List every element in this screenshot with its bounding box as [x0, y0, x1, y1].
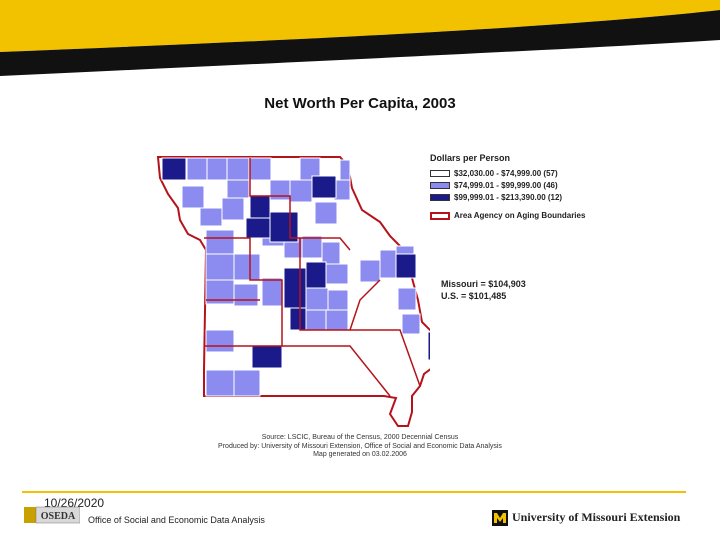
legend-label: $74,999.01 - $99,999.00 (46) — [454, 181, 558, 190]
missouri-county-map — [156, 156, 430, 427]
oseda-logo-text: OSEDA — [41, 511, 76, 522]
map-credits: Source: LSCIC, Bureau of the Census, 200… — [200, 434, 520, 460]
legend-label: $32,030.00 - $74,999.00 (57) — [454, 169, 558, 178]
legend-item: $99,999.01 - $213,390.00 (12) — [430, 192, 630, 203]
legend-swatch-low — [430, 170, 450, 177]
footer-divider — [22, 491, 686, 493]
banner-black-swoosh — [0, 10, 720, 76]
university-name: University of Missouri Extension — [512, 510, 681, 524]
credits-produced: Produced by: University of Missouri Exte… — [218, 442, 502, 450]
legend-swatch-high — [430, 194, 450, 201]
legend-label: $99,999.01 - $213,390.00 (12) — [454, 193, 563, 202]
credits-source: Source: LSCIC, Bureau of the Census, 200… — [261, 434, 459, 441]
oseda-logo: OSEDA — [24, 506, 80, 524]
map-title: Net Worth Per Capita, 2003 — [264, 95, 456, 112]
legend-item: $32,030.00 - $74,999.00 (57) — [430, 168, 630, 179]
legend-swatch-mid — [430, 182, 450, 189]
legend-item: $74,999.01 - $99,999.00 (46) — [430, 180, 630, 191]
legend-label: Area Agency on Aging Boundaries — [454, 211, 586, 220]
map-legend: Dollars per Person $32,030.00 - $74,999.… — [430, 153, 630, 222]
missouri-value: Missouri = $104,903 — [441, 279, 526, 289]
credits-generated: Map generated on 03.02.2006 — [313, 451, 407, 458]
stats-box: Missouri = $104,903 U.S. = $101,485 — [441, 278, 526, 302]
header-banner — [0, 0, 720, 76]
mu-logo-icon — [492, 510, 508, 526]
legend-swatch-aging — [430, 211, 450, 220]
legend-item-aging: Area Agency on Aging Boundaries — [430, 210, 630, 221]
footer-office: Office of Social and Economic Data Analy… — [88, 515, 265, 525]
aging-boundaries — [204, 158, 421, 397]
banner-yellow-swoosh — [0, 0, 720, 52]
footer-date: 10/26/2020 — [44, 496, 105, 510]
us-value: U.S. = $101,485 — [441, 291, 507, 301]
legend-title: Dollars per Person — [430, 153, 511, 163]
